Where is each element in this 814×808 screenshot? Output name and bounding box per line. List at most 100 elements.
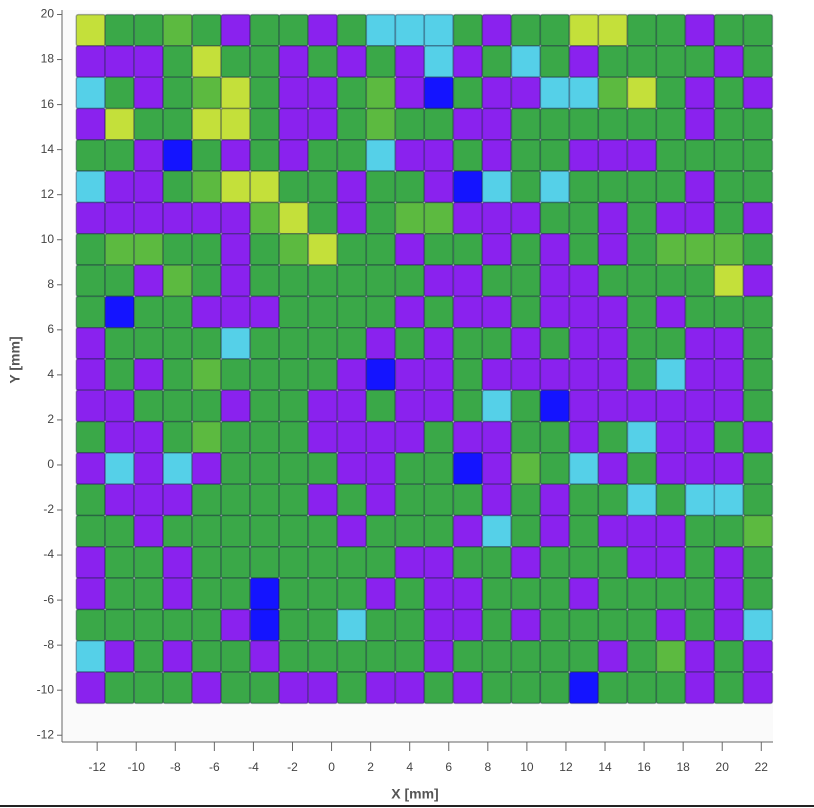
heatmap-cell <box>742 45 774 78</box>
heatmap-cell <box>104 452 135 485</box>
heatmap-cell <box>713 608 745 642</box>
heatmap-cell <box>597 514 629 548</box>
heatmap-cell <box>278 295 309 329</box>
heatmap-cell <box>423 76 454 110</box>
heatmap-cell <box>510 420 542 454</box>
x-tick-label: 18 <box>676 760 690 774</box>
heatmap-cell <box>365 546 396 579</box>
heatmap-cell <box>742 13 774 47</box>
heatmap-cell <box>452 608 484 642</box>
heatmap-cell <box>278 201 309 235</box>
heatmap-cell <box>568 389 600 423</box>
heatmap-cell <box>626 201 658 235</box>
heatmap-cell <box>655 640 687 673</box>
heatmap-cell <box>423 326 454 360</box>
heatmap-cell <box>684 389 716 423</box>
heatmap-cell <box>597 640 629 673</box>
heatmap-cell <box>394 608 426 642</box>
heatmap-cell <box>742 671 774 705</box>
heatmap-cell <box>133 671 164 705</box>
heatmap-cell <box>684 170 716 204</box>
heatmap-cell <box>510 295 542 329</box>
heatmap-cell <box>336 13 368 47</box>
heatmap-cell <box>278 45 309 78</box>
heatmap-cell <box>452 326 484 360</box>
heatmap-cell <box>568 264 600 298</box>
heatmap-cell <box>626 640 658 673</box>
heatmap-cell <box>220 295 251 329</box>
heatmap-cell <box>394 452 426 485</box>
heatmap-cell <box>626 452 658 485</box>
heatmap-cell <box>655 107 687 141</box>
heatmap-cell <box>365 389 396 423</box>
heatmap-cell <box>365 107 396 141</box>
heatmap-cell <box>365 139 396 172</box>
heatmap-cell <box>307 76 338 110</box>
heatmap-cell <box>539 139 571 172</box>
heatmap-cell <box>249 107 280 141</box>
heatmap-cell <box>481 326 513 360</box>
heatmap-cell <box>220 452 251 485</box>
heatmap-cell <box>104 640 135 673</box>
heatmap-cell <box>742 420 774 454</box>
heatmap-cell <box>423 483 454 517</box>
y-tick-label: 6 <box>47 322 54 336</box>
heatmap-cell <box>249 514 280 548</box>
heatmap-cell <box>133 295 164 329</box>
heatmap-cell <box>336 326 368 360</box>
heatmap-cell <box>75 514 106 548</box>
heatmap-cell <box>104 76 135 110</box>
x-tick-label: -12 <box>88 760 106 774</box>
heatmap-cell <box>336 640 368 673</box>
heatmap-cell <box>713 233 745 266</box>
x-tick-label: 8 <box>484 760 491 774</box>
heatmap-cell <box>394 358 426 392</box>
heatmap-cell <box>104 514 135 548</box>
x-tick-label: -4 <box>248 760 259 774</box>
heatmap-cell <box>133 139 164 172</box>
heatmap-cell <box>597 264 629 298</box>
heatmap-cell <box>133 483 164 517</box>
heatmap-cell <box>133 201 164 235</box>
heatmap-cell <box>394 295 426 329</box>
heatmap-cell <box>75 201 106 235</box>
heatmap-cell <box>133 326 164 360</box>
y-tick-label: 8 <box>47 277 54 291</box>
heatmap-cell <box>626 358 658 392</box>
heatmap-cell <box>742 326 774 360</box>
heatmap-cell <box>220 546 251 579</box>
heatmap-cell <box>104 264 135 298</box>
heatmap-cell <box>104 420 135 454</box>
heatmap-cell <box>597 326 629 360</box>
heatmap-cell <box>336 295 368 329</box>
heatmap-cell <box>336 483 368 517</box>
heatmap-cell <box>481 107 513 141</box>
heatmap-cell <box>75 546 106 579</box>
heatmap-cell <box>75 45 106 78</box>
heatmap-cell <box>452 514 484 548</box>
heatmap-cell <box>452 671 484 705</box>
heatmap-cell <box>713 389 745 423</box>
heatmap-cell <box>249 13 280 47</box>
y-tick-label: -4 <box>43 547 54 561</box>
heatmap-cell <box>713 514 745 548</box>
heatmap-cell <box>510 671 542 705</box>
heatmap-cell <box>481 420 513 454</box>
heatmap-cell <box>278 514 309 548</box>
heatmap-cell <box>104 107 135 141</box>
heatmap-cell <box>742 201 774 235</box>
heatmap-cell <box>278 420 309 454</box>
heatmap-cell <box>191 295 222 329</box>
heatmap-cell <box>423 514 454 548</box>
heatmap-cell <box>307 577 338 611</box>
heatmap-cell <box>278 389 309 423</box>
heatmap-cell <box>510 326 542 360</box>
heatmap-cell <box>133 170 164 204</box>
heatmap-cell <box>307 452 338 485</box>
heatmap-cell <box>365 577 396 611</box>
x-tick-label: 20 <box>716 760 730 774</box>
heatmap-cell <box>307 326 338 360</box>
heatmap-cell <box>481 13 513 47</box>
x-tick-label: -2 <box>287 760 298 774</box>
heatmap-cell <box>249 358 280 392</box>
